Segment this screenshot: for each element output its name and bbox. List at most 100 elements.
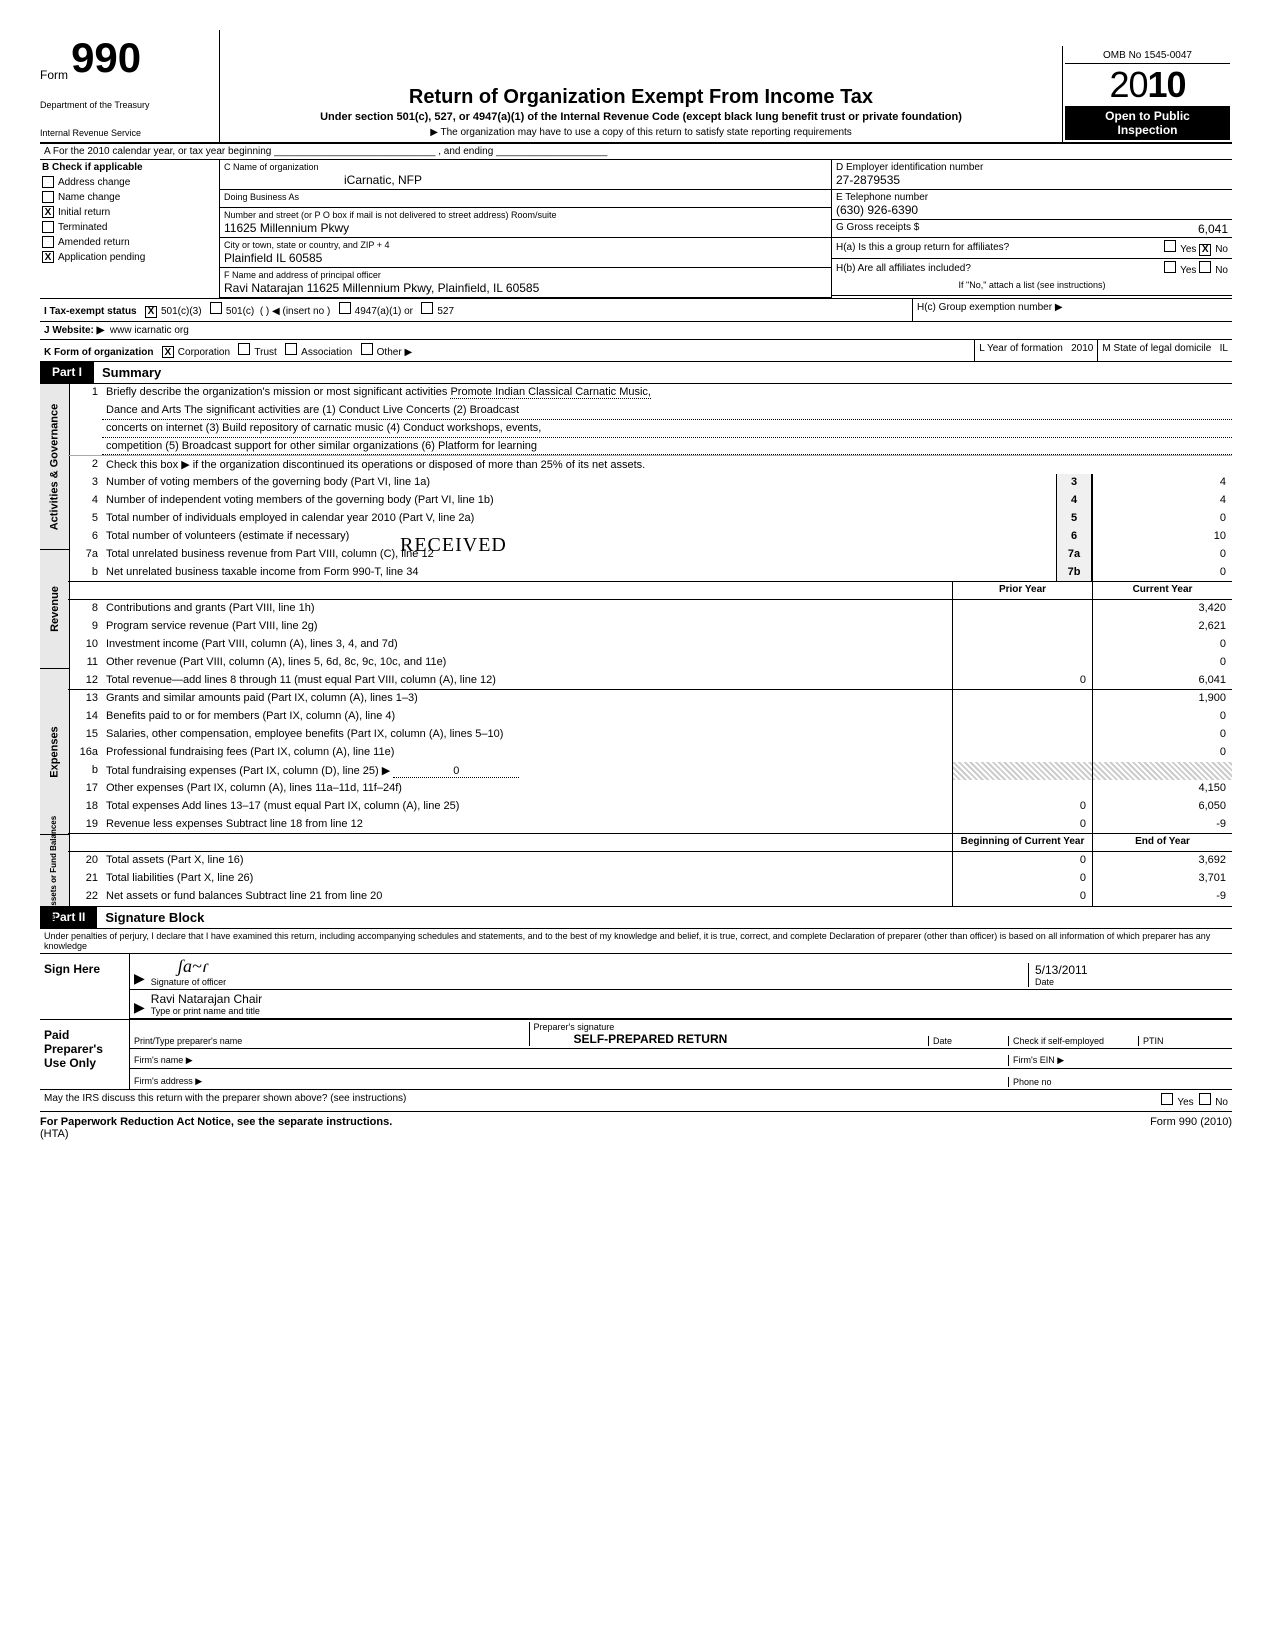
k-trust: Trust: [254, 347, 276, 358]
l1-val: Promote Indian Classical Carnatic Music,: [450, 386, 651, 399]
l19-text: Revenue less expenses Subtract line 18 f…: [102, 816, 952, 833]
l1-pre: Briefly describe the organization's miss…: [106, 386, 450, 398]
prep-date-label: Date: [928, 1036, 1008, 1046]
chk-assoc[interactable]: [285, 343, 297, 355]
chk-527[interactable]: [421, 302, 433, 314]
chk-hb-no[interactable]: [1199, 261, 1211, 273]
hb-label: H(b) Are all affiliates included?: [836, 263, 971, 274]
l15-curr: 0: [1092, 726, 1232, 744]
col-c-org-info: C Name of organizationiCarnatic, NFP Doi…: [220, 160, 832, 298]
chk-application-pending[interactable]: X: [42, 251, 54, 263]
omb-number: OMB No 1545-0047: [1065, 48, 1230, 64]
chk-ha-yes[interactable]: [1164, 240, 1176, 252]
i-4947: 4947(a)(1) or: [355, 306, 413, 317]
l7b-text: Net unrelated business taxable income fr…: [102, 564, 1056, 581]
dept-treasury: Department of the Treasury: [40, 100, 211, 110]
chk-hb-yes[interactable]: [1164, 261, 1176, 273]
hc-group-exemption: H(c) Group exemption number ▶: [912, 299, 1232, 321]
g-gross-label: G Gross receipts $: [836, 222, 919, 233]
l12-curr: 6,041: [1092, 672, 1232, 689]
chk-terminated[interactable]: [42, 221, 54, 233]
discuss-text: May the IRS discuss this return with the…: [40, 1090, 1157, 1111]
l-year-label: L Year of formation: [979, 343, 1063, 354]
l19-prior: 0: [952, 816, 1092, 833]
chk-amended-return[interactable]: [42, 236, 54, 248]
l22-text: Net assets or fund balances Subtract lin…: [102, 888, 952, 906]
sig-name-title-value: Ravi Natarajan Chair: [151, 992, 1228, 1006]
firm-ein-label: Firm's EIN ▶: [1008, 1055, 1228, 1066]
l18-text: Total expenses Add lines 13–17 (must equ…: [102, 798, 952, 816]
i-527: 527: [437, 306, 454, 317]
l16b-text: Total fundraising expenses (Part IX, col…: [106, 765, 390, 777]
c-name-label: C Name of organization: [224, 162, 319, 172]
chk-other[interactable]: [361, 343, 373, 355]
chk-name-change[interactable]: [42, 191, 54, 203]
l20-prior: 0: [952, 852, 1092, 870]
firm-name-label: Firm's name ▶: [134, 1055, 1008, 1066]
prep-sig-label: Preparer's signature: [534, 1022, 615, 1032]
l9-prior: [952, 618, 1092, 636]
chk-4947[interactable]: [339, 302, 351, 314]
l6-val: 10: [1092, 528, 1232, 546]
l17-curr: 4,150: [1092, 780, 1232, 798]
form-number: 990: [71, 34, 141, 81]
side-exp: Expenses: [49, 726, 61, 777]
l9-text: Program service revenue (Part VIII, line…: [102, 618, 952, 636]
i-501c: 501(c): [226, 306, 254, 317]
tax-year: 2010: [1065, 64, 1230, 106]
footer-right: Form 990 (2010): [1150, 1116, 1232, 1140]
m-state-label: M State of legal domicile: [1102, 343, 1211, 354]
chk-initial-return[interactable]: X: [42, 206, 54, 218]
i-insert: ( ) ◀ (insert no ): [260, 306, 330, 317]
d-ein-value: 27-2879535: [836, 173, 900, 187]
header-center: Return of Organization Exempt From Incom…: [220, 82, 1062, 142]
chk-address-change[interactable]: [42, 176, 54, 188]
l7a-box: 7a: [1056, 546, 1092, 564]
l9-curr: 2,621: [1092, 618, 1232, 636]
l14-prior: [952, 708, 1092, 726]
firm-addr-label: Firm's address ▶: [134, 1076, 1008, 1087]
chk-ha-no[interactable]: X: [1199, 244, 1211, 256]
chk-501c[interactable]: [210, 302, 222, 314]
b-header: B Check if applicable: [42, 162, 217, 173]
chk-discuss-yes[interactable]: [1161, 1093, 1173, 1105]
received-stamp: RECEIVED: [400, 534, 507, 557]
year-suffix: 10: [1148, 64, 1186, 105]
hdr-end: End of Year: [1092, 834, 1232, 851]
sign-here-block: Sign Here ▶ ʃa~ɾSignature of officer 5/1…: [40, 954, 1232, 1020]
discuss-no: No: [1215, 1097, 1228, 1108]
chk-corp[interactable]: X: [162, 346, 174, 358]
k-label: K Form of organization: [44, 347, 153, 358]
form-subtitle: Under section 501(c), 527, or 4947(a)(1)…: [228, 111, 1054, 123]
l8-curr: 3,420: [1092, 600, 1232, 618]
chk-trust[interactable]: [238, 343, 250, 355]
l3-val: 4: [1092, 474, 1232, 492]
c-city-label: City or town, state or country, and ZIP …: [224, 240, 390, 250]
footer-left: For Paperwork Reduction Act Notice, see …: [40, 1116, 392, 1128]
chk-discuss-no[interactable]: [1199, 1093, 1211, 1105]
k-corp: Corporation: [178, 347, 230, 358]
form-word: Form: [40, 68, 68, 82]
l6-box: 6: [1056, 528, 1092, 546]
l10-prior: [952, 636, 1092, 654]
l8-text: Contributions and grants (Part VIII, lin…: [102, 600, 952, 618]
chk-501c3[interactable]: X: [145, 306, 157, 318]
l13-prior: [952, 690, 1092, 708]
lbl-amended-return: Amended return: [58, 237, 130, 248]
arrow-icon: ▶: [134, 970, 145, 987]
sig-officer-label: Signature of officer: [151, 977, 226, 987]
ha-no: No: [1215, 244, 1228, 255]
signature-image: ʃa~ɾ: [151, 956, 1028, 977]
l16b-prior-hatch: [952, 762, 1092, 780]
l17-text: Other expenses (Part IX, column (A), lin…: [102, 780, 952, 798]
part2-header: Part II Signature Block: [40, 907, 1232, 929]
l15-prior: [952, 726, 1092, 744]
g-gross-value: 6,041: [1198, 222, 1228, 236]
dept-irs: Internal Revenue Service: [40, 128, 211, 138]
form-header: Form 990 Department of the Treasury Inte…: [40, 30, 1232, 144]
sig-type-name-label: Type or print name and title: [151, 1006, 260, 1016]
l7a-text: Total unrelated business revenue from Pa…: [102, 546, 1056, 564]
l15-text: Salaries, other compensation, employee b…: [102, 726, 952, 744]
l20-curr: 3,692: [1092, 852, 1232, 870]
header-left: Form 990 Department of the Treasury Inte…: [40, 30, 220, 142]
